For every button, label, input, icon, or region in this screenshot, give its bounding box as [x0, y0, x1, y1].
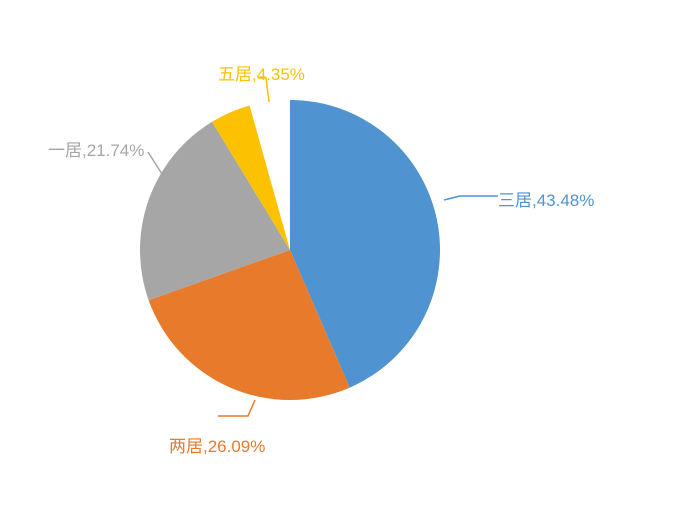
leader-line-两居: [218, 400, 255, 416]
slice-label-三居: 三居,43.48%: [498, 186, 594, 211]
slice-label-一居: 一居,21.74%: [48, 136, 144, 161]
pie-chart-svg: [0, 0, 700, 500]
slice-label-两居: 两居,26.09%: [169, 432, 265, 457]
leader-line-一居: [148, 152, 162, 174]
pie-chart: [0, 0, 700, 500]
leader-line-三居: [444, 196, 498, 200]
slice-label-五居: 五居,4.35%: [218, 60, 305, 85]
